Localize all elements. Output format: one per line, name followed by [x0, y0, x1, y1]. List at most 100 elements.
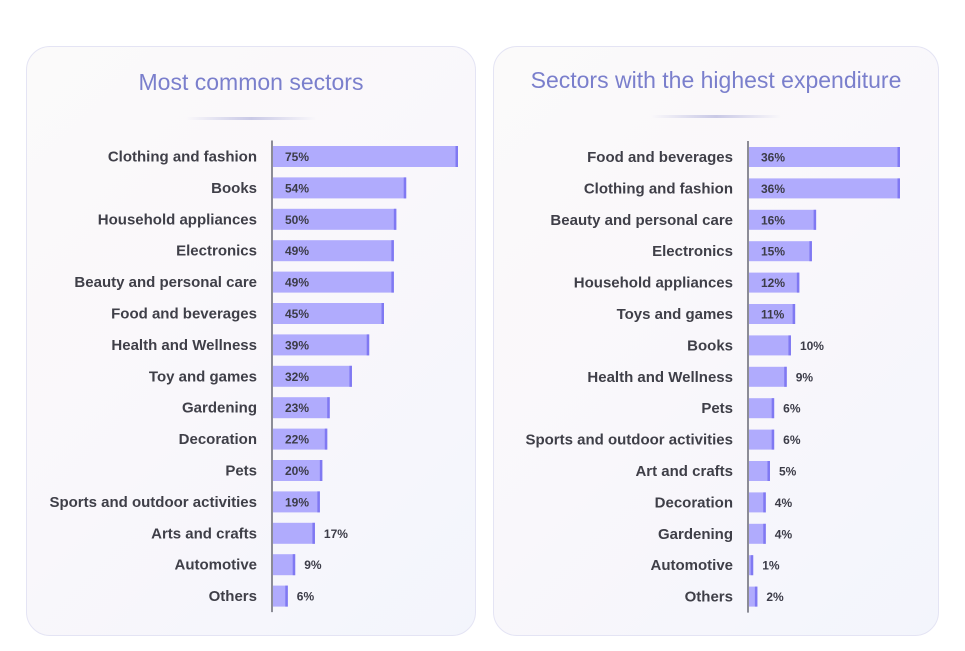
- bar-edge: [292, 554, 296, 576]
- value-label: 22%: [285, 433, 309, 447]
- category-label: Health and Wellness: [587, 369, 733, 386]
- category-label: Clothing and fashion: [584, 180, 733, 197]
- chart-title: Most common sectors: [138, 69, 364, 95]
- bar-edge: [393, 208, 397, 230]
- bar-edge: [327, 397, 330, 419]
- category-label: Sports and outdoor activities: [49, 494, 257, 511]
- bar-edge: [391, 271, 394, 293]
- category-label: Sports and outdoor activities: [525, 432, 733, 449]
- category-label: Food and beverages: [587, 149, 733, 166]
- value-label: 9%: [796, 370, 814, 384]
- category-label: Automotive: [175, 557, 258, 574]
- chart-title: Sectors with the highest expenditure: [530, 67, 902, 93]
- bar-chart-most-common: Clothing and fashion 75% Books 54% Household…: [49, 140, 458, 613]
- bar: [749, 304, 796, 324]
- bar: [273, 177, 407, 199]
- category-label: Clothing and fashion: [108, 149, 257, 166]
- value-label: 12%: [761, 276, 785, 290]
- bar-edge: [788, 335, 791, 356]
- chart-panel-most-common: Most common sectors Clothing and fashion…: [26, 46, 476, 636]
- category-label: Food and beverages: [111, 306, 257, 323]
- bar: [749, 366, 787, 387]
- category-label: Electronics: [652, 243, 733, 260]
- bar-edge: [771, 398, 775, 419]
- bar: [273, 334, 370, 356]
- bar-edge: [897, 147, 900, 167]
- bar-edge: [771, 429, 775, 450]
- bar: [273, 208, 397, 230]
- category-label: Beauty and personal care: [550, 212, 733, 229]
- bar-edge: [763, 492, 766, 513]
- value-label: 6%: [783, 433, 801, 447]
- category-label: Beauty and personal care: [74, 274, 257, 291]
- category-label: Decoration: [655, 494, 733, 511]
- bar-edge: [285, 585, 288, 607]
- bar: [273, 428, 328, 450]
- bar-edge: [455, 146, 458, 167]
- value-label: 2%: [766, 590, 784, 604]
- bar-edge: [897, 178, 900, 199]
- category-label: Decoration: [179, 431, 257, 448]
- bar: [749, 335, 791, 356]
- bar-edge: [312, 522, 315, 544]
- value-label: 19%: [285, 495, 309, 509]
- bar: [749, 398, 775, 419]
- value-label: 36%: [761, 151, 785, 165]
- category-label: Gardening: [182, 400, 257, 417]
- value-label: 16%: [761, 213, 785, 227]
- category-label: Household appliances: [98, 211, 257, 228]
- value-label: 39%: [285, 338, 309, 352]
- bar: [749, 429, 775, 450]
- category-label: Gardening: [658, 526, 733, 543]
- bar-edge: [366, 334, 370, 356]
- value-label: 36%: [761, 182, 785, 196]
- value-label: 4%: [775, 527, 793, 541]
- value-label: 10%: [800, 339, 824, 353]
- bar: [749, 178, 900, 199]
- value-label: 1%: [762, 559, 780, 573]
- category-label: Toy and games: [149, 368, 257, 385]
- bar: [273, 522, 315, 544]
- bar: [273, 397, 330, 419]
- value-label: 11%: [761, 308, 785, 322]
- category-label: Pets: [225, 463, 257, 480]
- category-label: Toys and games: [617, 306, 733, 323]
- value-label: 49%: [285, 244, 309, 258]
- category-label: Automotive: [651, 557, 734, 574]
- bar-edge: [349, 365, 352, 387]
- value-label: 49%: [285, 276, 309, 290]
- bar: [273, 460, 323, 481]
- category-label: Books: [687, 337, 733, 354]
- category-label: Health and Wellness: [111, 337, 257, 354]
- category-label: Household appliances: [574, 275, 733, 292]
- bar: [273, 146, 458, 167]
- category-label: Arts and crafts: [151, 525, 257, 542]
- bar-chart-highest-expenditure: Food and beverages 36% Clothing and fashio…: [525, 141, 900, 613]
- category-label: Art and crafts: [635, 463, 733, 480]
- bar: [749, 272, 800, 293]
- category-label: Pets: [701, 400, 733, 417]
- bar-edge: [317, 491, 320, 513]
- bar: [273, 491, 320, 513]
- bar: [749, 461, 770, 481]
- bar-edge: [750, 555, 754, 576]
- bar-edge: [381, 303, 384, 324]
- bar-edge: [324, 428, 328, 450]
- value-label: 15%: [761, 245, 785, 259]
- value-label: 45%: [285, 307, 309, 321]
- category-label: Others: [685, 589, 733, 606]
- bar-edge: [784, 366, 787, 387]
- value-label: 6%: [783, 402, 801, 416]
- value-label: 32%: [285, 370, 309, 384]
- value-label: 50%: [285, 213, 309, 227]
- bar: [749, 492, 766, 513]
- bar-edge: [763, 523, 766, 544]
- value-label: 20%: [285, 464, 309, 478]
- bar: [273, 303, 384, 324]
- bar-edge: [809, 241, 812, 262]
- value-label: 23%: [285, 401, 309, 415]
- value-label: 6%: [297, 590, 315, 604]
- bar: [749, 586, 758, 607]
- bar: [749, 209, 817, 230]
- bar-edge: [754, 586, 758, 607]
